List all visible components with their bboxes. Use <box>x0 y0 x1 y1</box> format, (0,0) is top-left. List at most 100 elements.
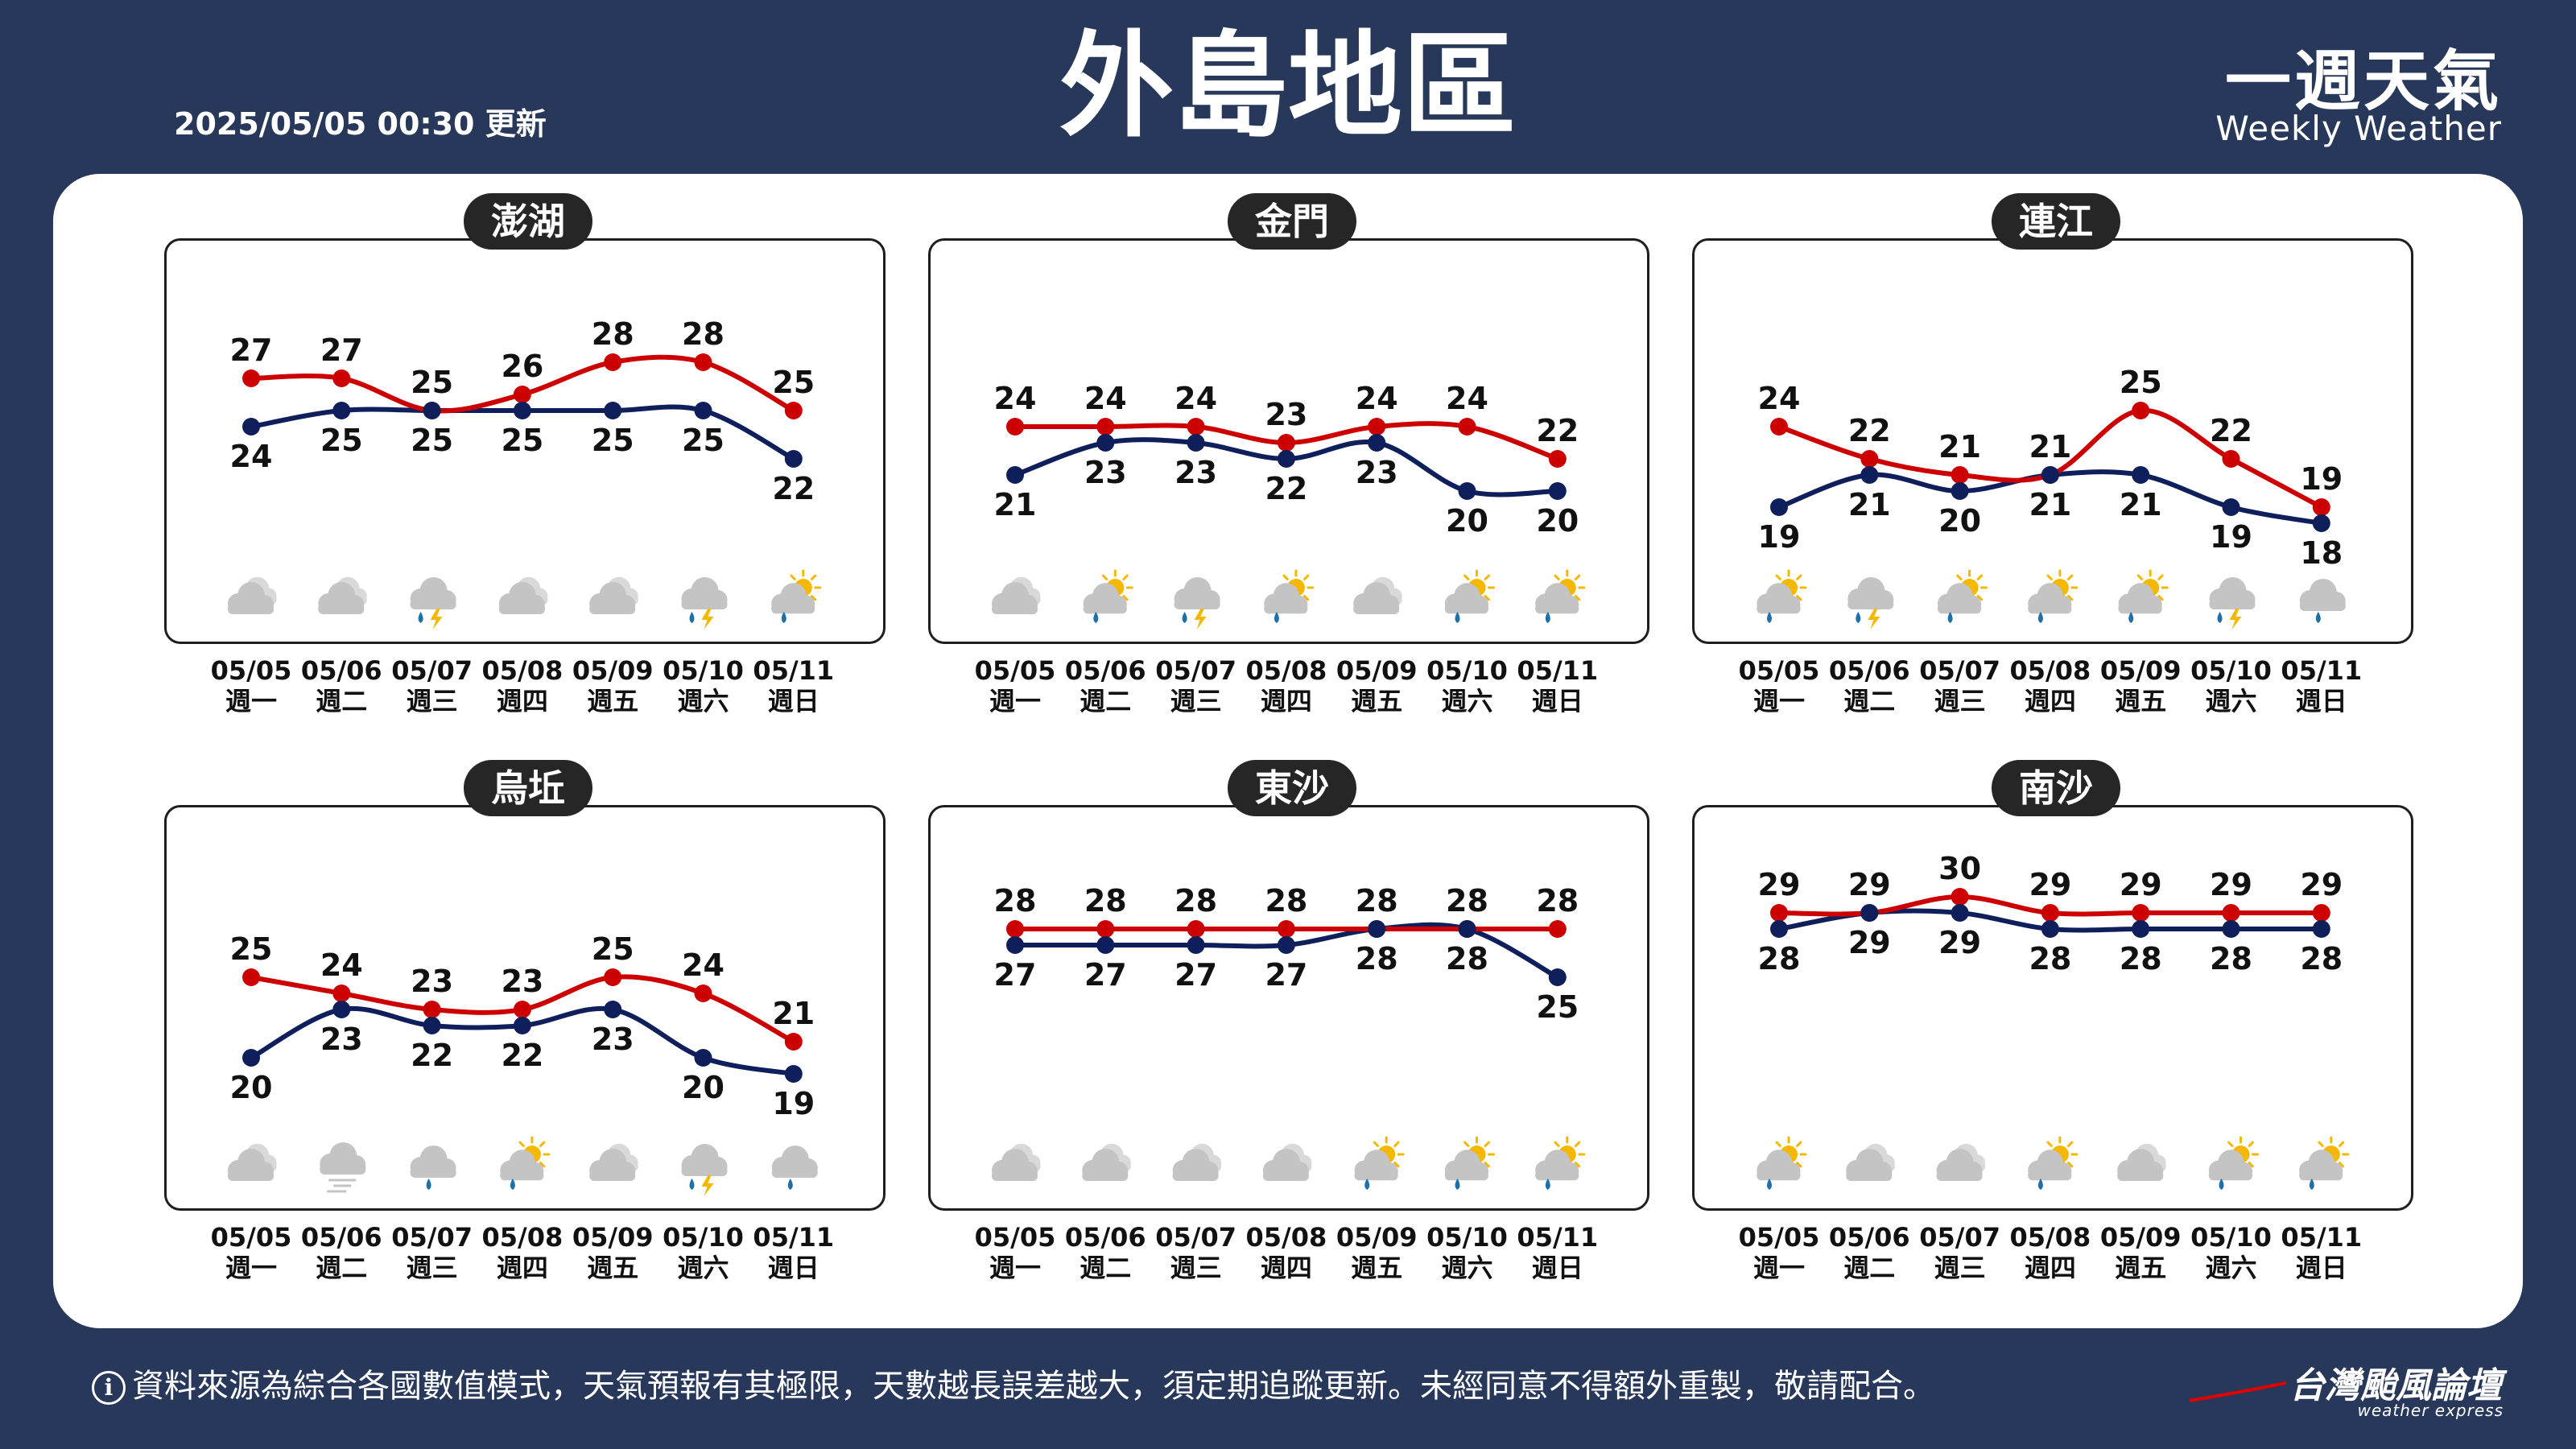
date-tick-label: 05/09 <box>572 1222 654 1253</box>
high-temp-label: 29 <box>1758 867 1801 902</box>
weekday-tick-label: 週一 <box>1753 686 1805 716</box>
footer-disclaimer-text: 資料來源為綜合各國數值模式，天氣預報有其極限，天數越長誤差越大，須定期追蹤更新。… <box>132 1368 1935 1405</box>
weekday-tick-label: 週二 <box>1843 686 1895 716</box>
weather-rain-icon <box>771 1146 818 1190</box>
date-tick-label: 05/11 <box>753 1222 834 1253</box>
high-temp-label: 28 <box>682 316 724 352</box>
high-temp-point <box>1951 466 1969 484</box>
weather-cloudy-icon <box>1936 1143 1986 1181</box>
high-temp-point <box>1770 418 1788 436</box>
low-temp-point <box>1770 498 1788 516</box>
high-temp-point <box>1187 920 1205 938</box>
high-temp-label: 24 <box>1758 381 1801 416</box>
date-tick-label: 05/10 <box>1426 655 1508 686</box>
high-temp-point <box>784 402 803 419</box>
weekday-tick-label: 週四 <box>1261 686 1312 716</box>
low-temp-point <box>1006 936 1024 954</box>
weekday-tick-label: 週三 <box>1934 686 1986 716</box>
date-tick-label: 05/05 <box>1739 655 1820 686</box>
low-temp-point <box>2312 920 2330 938</box>
weather-thunder-rain-icon <box>681 1144 728 1196</box>
low-temp-label: 28 <box>1446 941 1488 976</box>
chart-frame <box>1692 805 2413 1211</box>
weather-sun-rain-icon <box>2028 569 2079 623</box>
low-temp-label: 20 <box>1446 503 1488 539</box>
low-temp-label: 22 <box>1265 471 1307 506</box>
brand-title: 一週天氣 <box>2224 43 2502 120</box>
high-temp-label: 28 <box>1536 883 1579 919</box>
high-temp-label: 24 <box>1356 381 1398 416</box>
low-temp-point <box>604 402 622 419</box>
city-name-label: 澎湖 <box>464 193 592 250</box>
high-temp-label: 24 <box>320 947 363 983</box>
high-temp-label: 28 <box>1174 883 1217 919</box>
low-temp-point <box>784 1065 803 1083</box>
date-tick-label: 05/08 <box>1246 1222 1327 1253</box>
date-tick-label: 05/09 <box>1336 1222 1418 1253</box>
weather-cloudy-icon <box>318 576 367 614</box>
weekday-tick-label: 週四 <box>2025 1253 2076 1283</box>
date-tick-label: 05/11 <box>2281 655 2362 686</box>
high-temp-point <box>332 985 351 1002</box>
weekday-tick-label: 週日 <box>2296 1253 2347 1283</box>
date-tick-label: 05/06 <box>301 1222 382 1253</box>
high-temp-label: 22 <box>2210 413 2252 448</box>
weather-sun-rain-icon <box>2299 1136 2350 1190</box>
high-temp-label: 29 <box>2029 867 2071 902</box>
low-temp-label: 29 <box>1848 925 1891 960</box>
low-temp-point <box>423 1017 441 1034</box>
weekday-tick-label: 週日 <box>768 1253 819 1283</box>
high-temp-label: 23 <box>411 964 453 999</box>
date-tick-label: 05/11 <box>2281 1222 2362 1253</box>
weekday-tick-label: 週二 <box>316 686 367 716</box>
date-tick-label: 05/06 <box>1065 1222 1146 1253</box>
weather-thunder-rain-icon <box>681 577 728 630</box>
date-tick-label: 05/07 <box>1919 1222 2000 1253</box>
weekday-tick-label: 週一 <box>225 1253 277 1283</box>
city-name-label: 南沙 <box>1992 760 2120 816</box>
low-temp-point <box>242 1049 260 1067</box>
city-name-label: 金門 <box>1228 193 1356 250</box>
date-tick-label: 05/11 <box>753 655 834 686</box>
low-temp-label: 25 <box>411 423 453 458</box>
weekday-tick-label: 週日 <box>1532 686 1583 716</box>
weekday-tick-label: 週五 <box>587 1253 638 1283</box>
high-temp-label: 19 <box>2300 461 2343 497</box>
low-temp-point <box>1368 434 1386 452</box>
brand-swoosh-icon <box>2190 1381 2286 1402</box>
date-tick-label: 05/09 <box>572 655 654 686</box>
low-temp-label: 20 <box>682 1070 724 1105</box>
low-temp-label: 28 <box>2029 941 2071 976</box>
low-temp-label: 28 <box>1356 941 1398 976</box>
high-temp-label: 24 <box>1084 381 1127 416</box>
high-temp-label: 25 <box>230 931 273 967</box>
high-temp-label: 21 <box>2029 429 2071 464</box>
high-temp-label: 25 <box>2120 365 2162 400</box>
high-temp-label: 22 <box>1848 413 1891 448</box>
high-temp-label: 29 <box>2120 867 2162 902</box>
city-name-label: 烏坵 <box>464 760 592 816</box>
weather-sun-rain-icon <box>1535 1136 1586 1190</box>
low-temp-point <box>332 1001 351 1018</box>
high-temp-label: 28 <box>1356 883 1398 919</box>
low-temp-label: 20 <box>1536 503 1579 539</box>
high-temp-label: 28 <box>1084 883 1127 919</box>
high-temp-point <box>1096 920 1115 938</box>
low-temp-point <box>1770 920 1788 938</box>
high-temp-label: 29 <box>2300 867 2343 902</box>
low-temp-label: 27 <box>1174 957 1217 993</box>
date-tick-label: 05/11 <box>1517 655 1598 686</box>
date-tick-label: 05/09 <box>2100 1222 2182 1253</box>
weather-cloudy-icon <box>498 576 548 614</box>
weather-fog-icon <box>320 1142 366 1193</box>
date-tick-label: 05/08 <box>2010 1222 2091 1253</box>
high-temp-label: 22 <box>1536 413 1579 448</box>
weekday-tick-label: 週三 <box>1170 1253 1222 1283</box>
weather-thunder-rain-icon <box>1174 577 1220 630</box>
weather-cloudy-icon <box>589 1143 638 1181</box>
weekday-tick-label: 週四 <box>1261 1253 1312 1283</box>
high-temp-point <box>2222 450 2240 468</box>
weather-thunder-rain-icon <box>410 577 456 630</box>
